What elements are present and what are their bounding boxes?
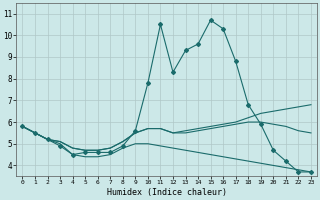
X-axis label: Humidex (Indice chaleur): Humidex (Indice chaleur) bbox=[107, 188, 227, 197]
